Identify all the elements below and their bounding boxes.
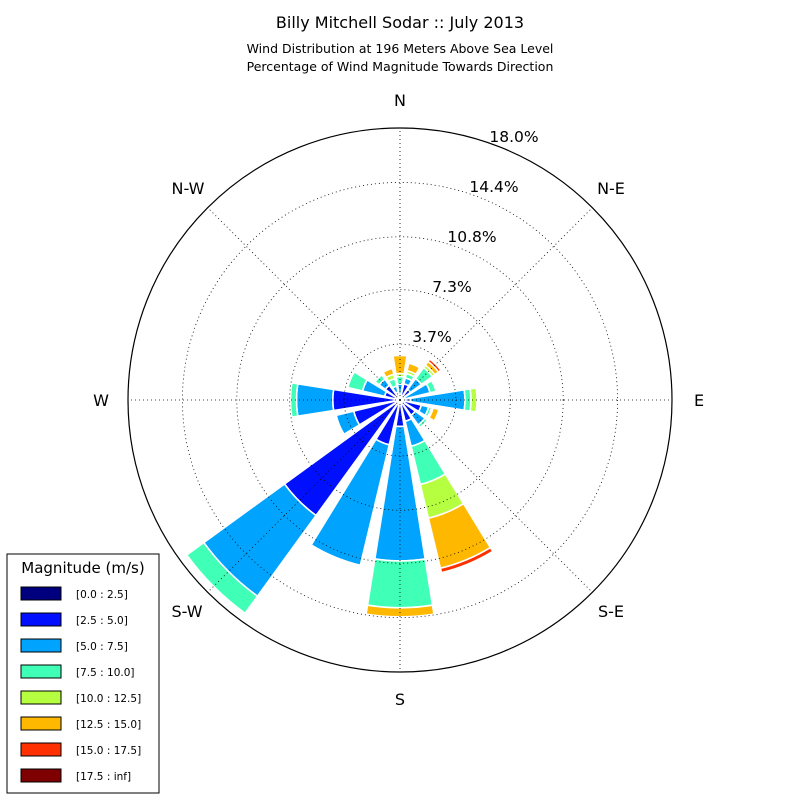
direction-label-e: E <box>694 391 704 410</box>
legend-label: [0.0 : 2.5] <box>76 589 128 601</box>
direction-label-n-e: N-E <box>597 179 625 198</box>
wedge-dir-202_5-bin-2 <box>310 438 391 567</box>
radial-tick-label: 18.0% <box>489 128 538 146</box>
wedge-dir-67_5-bin-3 <box>425 379 437 394</box>
chart-title: Billy Mitchell Sodar :: July 2013 <box>276 13 524 32</box>
legend-swatch <box>20 742 62 757</box>
legend-swatch <box>20 612 62 627</box>
wedge-dir-247_5-bin-3 <box>333 414 346 437</box>
legend-swatch <box>20 638 62 653</box>
chart-subtitle-line-2: Percentage of Wind Magnitude Towards Dir… <box>247 59 554 74</box>
wedge-dir-157_5-bin-6 <box>439 546 494 574</box>
direction-label-s-e: S-E <box>598 602 624 621</box>
wedge-dir-337_5-bin-5 <box>381 367 395 379</box>
wedge-dir-90-bin-4 <box>469 387 478 413</box>
wedge-dir-112_5-bin-5 <box>427 406 440 423</box>
wedge-dir-180-bin-5 <box>365 604 435 618</box>
legend-items: [0.0 : 2.5] [2.5 : 5.0] [5.0 : 7.5] [7.5 : … <box>20 586 141 783</box>
direction-label-n: N <box>394 91 406 110</box>
radial-tick-label: 14.4% <box>469 178 518 196</box>
legend-swatch <box>20 664 62 679</box>
radial-tick-label: 7.3% <box>432 278 471 296</box>
wedge-dir-270-bin-3 <box>289 381 299 419</box>
grid-ring <box>289 289 511 511</box>
grid-ring <box>236 236 564 564</box>
wedge-dir-22_5-bin-5 <box>406 362 421 376</box>
wind-wedges <box>184 354 494 618</box>
direction-label-w: W <box>93 391 109 410</box>
legend-swatch <box>20 768 62 783</box>
legend-label: [7.5 : 10.0] <box>76 667 134 679</box>
legend-label: [17.5 : inf] <box>76 771 131 783</box>
legend: Magnitude (m/s) [0.0 : 2.5] [2.5 : 5.0] [5… <box>6 553 160 794</box>
grid-spoke <box>207 399 401 593</box>
legend-swatch <box>20 586 62 601</box>
wedge-dir-292_5-bin-3 <box>346 370 369 392</box>
legend-label: [5.0 : 7.5] <box>76 641 128 653</box>
grid-spoke <box>399 207 593 401</box>
direction-label-n-w: N-W <box>172 179 205 198</box>
direction-label-s-w: S-W <box>171 602 202 621</box>
legend-label: [10.0 : 12.5] <box>76 693 141 705</box>
legend-label: [15.0 : 17.5] <box>76 745 141 757</box>
radial-tick-label: 10.8% <box>447 228 496 246</box>
grid-ring <box>181 181 619 619</box>
radial-tick-label: 3.7% <box>412 328 451 346</box>
direction-labels: N N-E E S-E S S-W W N-W <box>93 91 704 709</box>
polar-axes: 3.7% 7.3% 10.8% 14.4% 18.0% N N-E E S-E S S-W W N-W <box>93 91 704 709</box>
wedge-dir-225-bin-4 <box>184 553 247 616</box>
chart-subtitle-line-1: Wind Distribution at 196 Meters Above Se… <box>247 41 554 56</box>
grid-spoke <box>399 399 593 593</box>
grid-ring <box>343 343 457 457</box>
legend-title: Magnitude (m/s) <box>21 559 144 577</box>
radial-tick-labels: 3.7% 7.3% 10.8% 14.4% 18.0% <box>412 128 538 346</box>
polar-grid <box>128 128 672 672</box>
legend-label: [2.5 : 5.0] <box>76 615 128 627</box>
grid-spoke <box>207 207 401 401</box>
outer-circle <box>127 127 673 673</box>
wedge-dir-0-bin-5 <box>392 354 408 375</box>
legend-swatch <box>20 716 62 731</box>
legend-swatch <box>20 690 62 705</box>
direction-label-s: S <box>395 690 405 709</box>
legend-label: [12.5 : 15.0] <box>76 719 141 731</box>
